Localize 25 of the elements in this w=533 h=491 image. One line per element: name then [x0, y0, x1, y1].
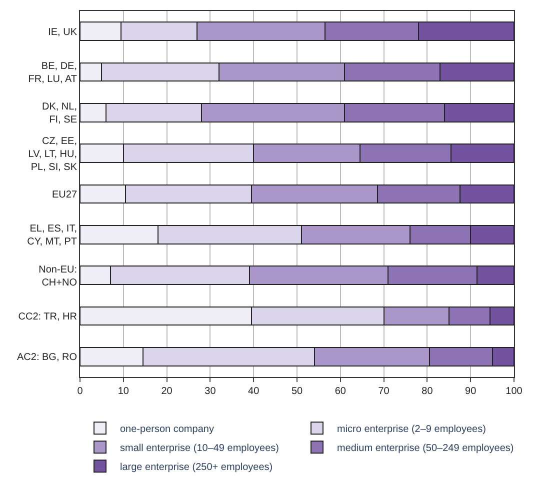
y-tick-label: IE, UK [48, 26, 78, 38]
legend-label: small enterprise (10–49 employees) [120, 443, 279, 454]
y-tick-label: EU27 [52, 190, 78, 200]
y-tick-label: DK, NL, FI, SE [42, 102, 78, 126]
y-tick-label: BE, DE, FR, LU, AT [28, 61, 77, 85]
y-tick-label: AC2: BG, RO [16, 352, 78, 364]
y-tick-label: CC2: TR, HR [18, 312, 77, 322]
y-tick-label: CZ, EE, LV, LT, HU, PL, SI, SK [28, 136, 78, 173]
y-tick-label: Non-EU: CH+NO [38, 264, 78, 288]
x-tick-label: 50 [291, 386, 303, 397]
x-tick-label: 40 [248, 386, 260, 397]
x-tick-label: 90 [465, 386, 477, 397]
x-tick-label: 20 [161, 386, 173, 397]
x-tick-label: 70 [378, 386, 390, 397]
x-tick-label: 100 [506, 386, 523, 397]
y-tick-label: EL, ES, IT, CY, MT, PT [27, 224, 77, 248]
x-tick-label: 10 [118, 386, 130, 397]
legend-label: large enterprise (250+ employees) [120, 462, 273, 473]
legend-label: medium enterprise (50–249 employees) [337, 443, 514, 454]
x-tick-label: 80 [422, 386, 434, 397]
x-tick-label: 30 [204, 386, 216, 397]
x-tick-label: 60 [334, 386, 346, 397]
legend-label: one-person company [120, 424, 214, 435]
x-tick-label: 0 [77, 386, 84, 397]
legend-label: micro enterprise (2–9 employees) [337, 424, 486, 435]
